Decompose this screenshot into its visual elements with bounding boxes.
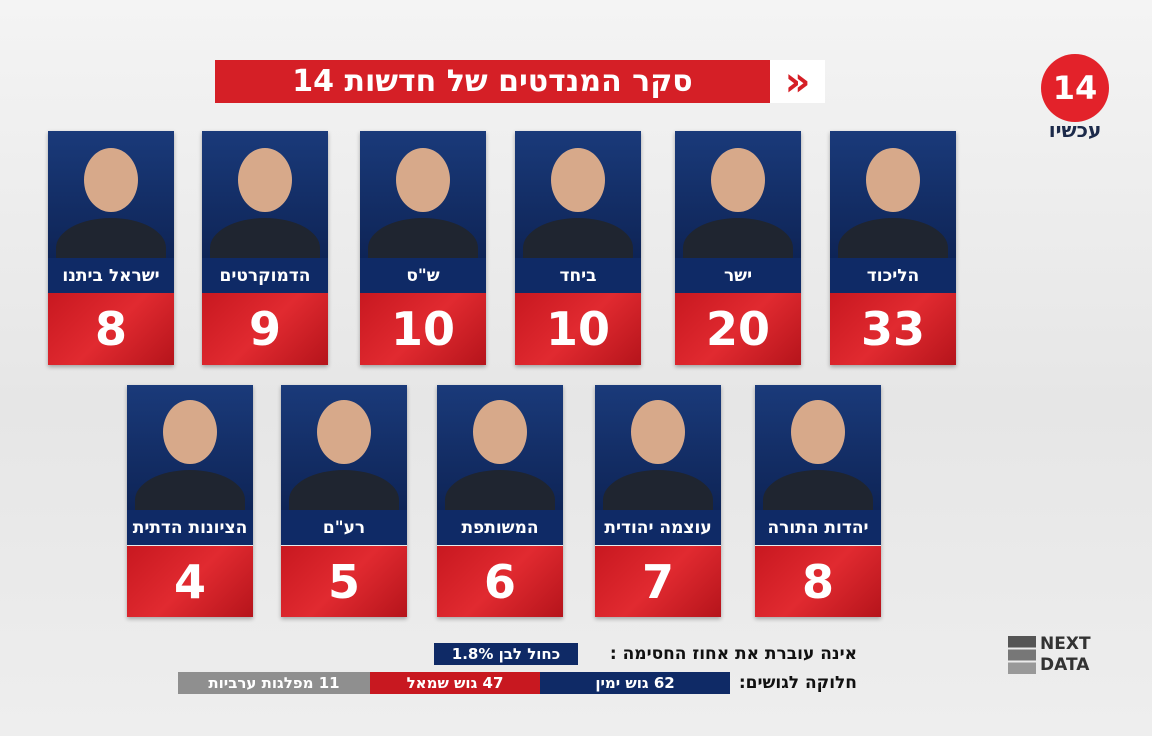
party-name: ישר xyxy=(675,258,801,293)
party-photo xyxy=(755,385,881,510)
silhouette-head xyxy=(711,148,765,212)
party-photo xyxy=(595,385,721,510)
silhouette-head xyxy=(866,148,920,212)
bloc-arab: 11 מפלגות ערביות xyxy=(178,672,370,694)
logo-number: 14 xyxy=(1041,54,1109,122)
silhouette-head xyxy=(317,400,371,464)
silhouette-head xyxy=(84,148,138,212)
silhouette-head xyxy=(473,400,527,464)
party-seats: 20 xyxy=(675,293,801,365)
party-photo xyxy=(202,131,328,258)
party-photo xyxy=(675,131,801,258)
threshold-label: אינה עוברת את אחוז החסימה : xyxy=(609,644,857,664)
party-name: ש"ס xyxy=(360,258,486,293)
party-name: עוצמה יהודית xyxy=(595,510,721,545)
party-photo xyxy=(830,131,956,258)
silhouette-body xyxy=(368,218,478,258)
party-seats: 4 xyxy=(127,546,253,617)
brand-line1: NEXT xyxy=(1040,634,1091,654)
silhouette-head xyxy=(238,148,292,212)
party-seats: 5 xyxy=(281,546,407,617)
party-photo xyxy=(360,131,486,258)
party-card: ישראל ביתנו 8 xyxy=(48,131,174,365)
title: סקר המנדטים של חדשות 14 xyxy=(215,60,770,103)
party-name: ביחד xyxy=(515,258,641,293)
party-seats: 7 xyxy=(595,546,721,617)
silhouette-head xyxy=(631,400,685,464)
silhouette-head xyxy=(551,148,605,212)
party-seats: 33 xyxy=(830,293,956,365)
party-card: המשותפת 6 xyxy=(437,385,563,617)
party-seats: 8 xyxy=(755,546,881,617)
chevron: » xyxy=(770,59,825,105)
party-name: הדמוקרטים xyxy=(202,258,328,293)
silhouette-body xyxy=(135,470,245,510)
logo-name: עכשיו xyxy=(1048,118,1102,142)
party-photo xyxy=(437,385,563,510)
party-card: הציונות הדתית 4 xyxy=(127,385,253,617)
party-photo xyxy=(281,385,407,510)
silhouette-body xyxy=(56,218,166,258)
party-name: הציונות הדתית xyxy=(127,510,253,545)
party-card: יהדות התורה 8 xyxy=(755,385,881,617)
silhouette-body xyxy=(838,218,948,258)
party-seats: 10 xyxy=(360,293,486,365)
party-card: ישר 20 xyxy=(675,131,801,365)
party-seats: 9 xyxy=(202,293,328,365)
silhouette-body xyxy=(289,470,399,510)
brand-icon xyxy=(1008,636,1036,674)
silhouette-body xyxy=(603,470,713,510)
party-name: יהדות התורה xyxy=(755,510,881,545)
silhouette-body xyxy=(683,218,793,258)
silhouette-body xyxy=(210,218,320,258)
silhouette-body xyxy=(763,470,873,510)
party-name: ישראל ביתנו xyxy=(48,258,174,293)
party-card: ביחד 10 xyxy=(515,131,641,365)
blocs-label: חלוקה לגושים: xyxy=(738,673,857,693)
party-name: רע"ם xyxy=(281,510,407,545)
party-photo xyxy=(48,131,174,258)
party-name: המשותפת xyxy=(437,510,563,545)
silhouette-body xyxy=(523,218,633,258)
silhouette-head xyxy=(163,400,217,464)
silhouette-head xyxy=(791,400,845,464)
party-seats: 6 xyxy=(437,546,563,617)
party-seats: 8 xyxy=(48,293,174,365)
silhouette-body xyxy=(445,470,555,510)
party-photo xyxy=(127,385,253,510)
party-card: הדמוקרטים 9 xyxy=(202,131,328,365)
party-card: הליכוד 33 xyxy=(830,131,956,365)
party-name: הליכוד xyxy=(830,258,956,293)
bloc-left: 47 גוש שמאל xyxy=(370,672,540,694)
threshold-party: כחול לבן 1.8% xyxy=(434,643,578,665)
bloc-right: 62 גוש ימין xyxy=(540,672,730,694)
party-card: רע"ם 5 xyxy=(281,385,407,617)
party-photo xyxy=(515,131,641,258)
silhouette-head xyxy=(396,148,450,212)
party-seats: 10 xyxy=(515,293,641,365)
party-card: עוצמה יהודית 7 xyxy=(595,385,721,617)
brand-line2: DATA xyxy=(1040,655,1090,675)
party-card: ש"ס 10 xyxy=(360,131,486,365)
